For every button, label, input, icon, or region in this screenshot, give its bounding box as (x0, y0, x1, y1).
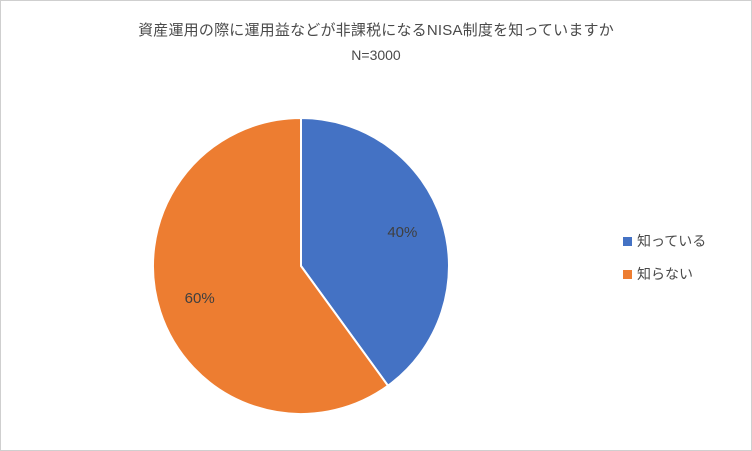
pie-plot-area: 40% 60% (152, 116, 450, 415)
pie-slice-label-1: 60% (185, 290, 215, 307)
pie-slice-1 (152, 116, 390, 415)
legend-label-knows: 知っている (637, 233, 707, 249)
pie-slice-label-0: 40% (387, 224, 417, 241)
legend-item-knows: 知っている (623, 231, 706, 251)
chart-title: 資産運用の際に運用益などが非課税になるNISA制度を知っていますか (138, 22, 614, 39)
legend: 知っている 知らない (623, 231, 706, 284)
chart-subtitle: N=3000 (351, 47, 401, 63)
pie-slice-0 (300, 116, 450, 388)
legend-swatch-orange-icon (623, 269, 632, 279)
legend-item-does-not-know: 知らない (623, 264, 706, 284)
legend-label-does-not-know: 知らない (637, 266, 693, 282)
legend-swatch-blue-icon (623, 236, 632, 246)
